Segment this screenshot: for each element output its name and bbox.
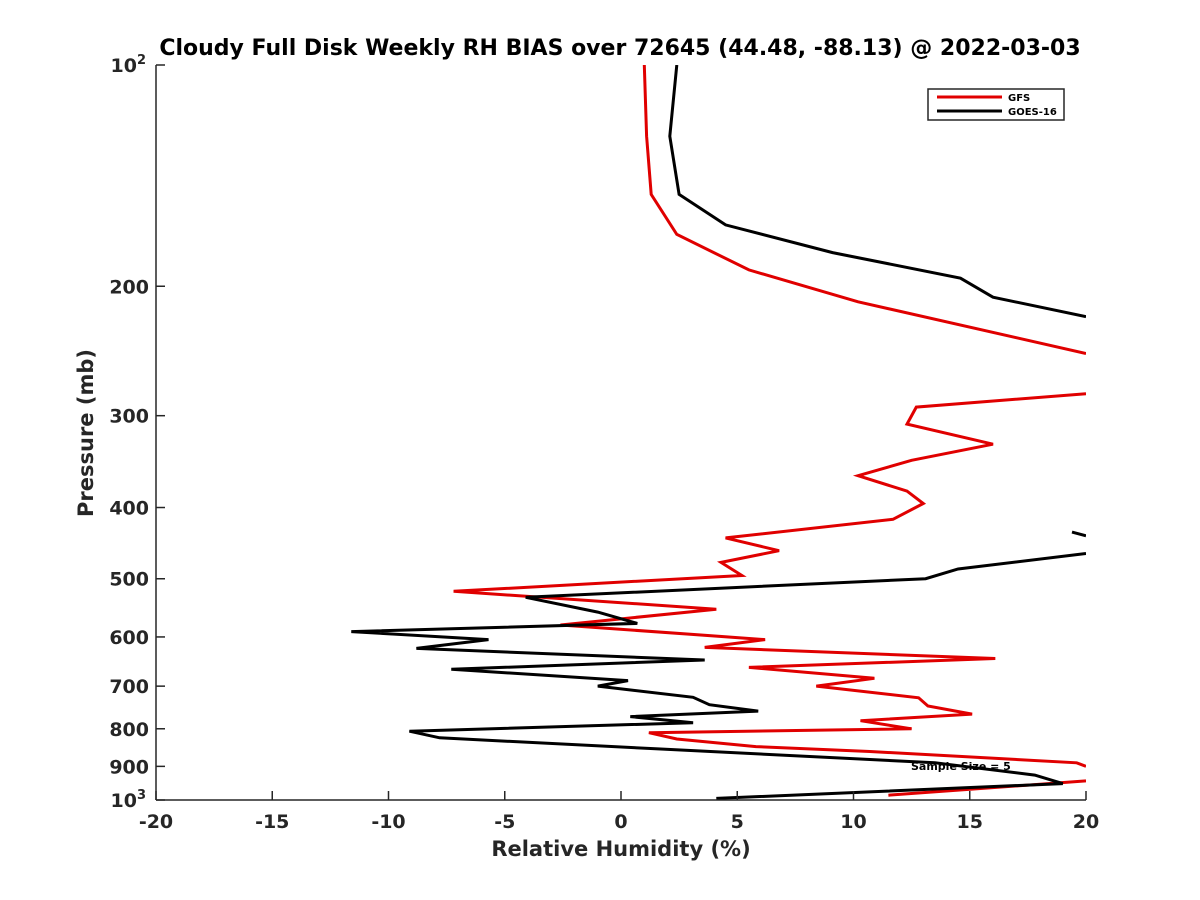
legend-label-goes-16: GOES-16 [1008,107,1057,118]
legend-label-gfs: GFS [1008,93,1030,104]
y-tick-label: 200 [109,276,149,298]
y-axis-label: Pressure (mb) [74,349,98,517]
x-tick-label: 0 [614,811,627,833]
y-tick-label: 10 [111,790,137,812]
legend: GFS GOES-16 [927,88,1065,121]
y-tick-label: 800 [109,719,149,741]
x-tick-label: 5 [731,811,744,833]
legend-box [927,88,1065,121]
y-tick-label: 300 [109,406,149,428]
x-tick-label: -20 [139,811,173,833]
x-tick-label: 10 [840,811,866,833]
sample-size-annotation: Sample Size = 5 [911,760,1011,773]
series-lines [351,65,1086,800]
y-tick-label: 10 [111,55,137,77]
y-tick-label: 700 [109,676,149,698]
series-line-goes-16-segment-2 [1071,530,1086,538]
x-tick-label: 15 [957,811,983,833]
x-tick-label: -10 [371,811,405,833]
series-line-gfs-segment-1 [642,65,1086,356]
y-tick-label: 400 [109,498,149,520]
x-tick-label: -15 [255,811,289,833]
y-tick-label: 600 [109,627,149,649]
x-axis-label: Relative Humidity (%) [491,837,750,861]
series-line-goes-16-segment-3 [351,552,1086,800]
x-tick-label: 20 [1073,811,1099,833]
y-tick-exponent: 2 [137,53,146,68]
y-tick-label: 500 [109,569,149,591]
plot-area [351,65,1086,800]
x-tick-label: -5 [494,811,515,833]
y-tick-label: 900 [109,756,149,778]
y-tick-exponent: 3 [137,788,146,803]
series-line-gfs-segment-2 [453,392,1086,768]
chart-title: Cloudy Full Disk Weekly RH BIAS over 726… [159,36,1080,61]
series-line-goes-16-segment-1 [668,65,1086,319]
